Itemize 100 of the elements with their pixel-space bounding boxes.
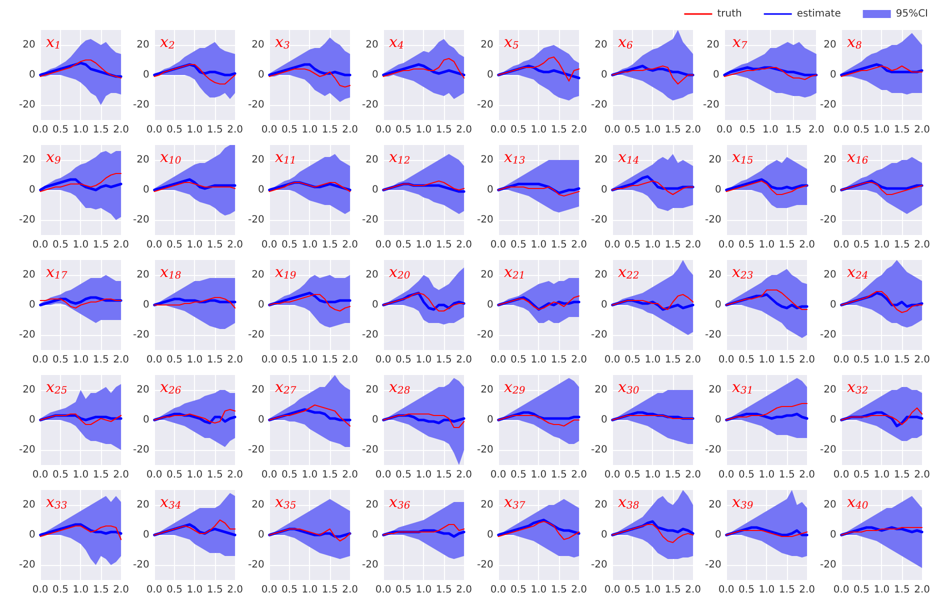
y-tick-label: 0 — [258, 414, 264, 426]
y-tick-label: -20 — [133, 330, 150, 340]
x-tick-label: 0.5 — [510, 584, 526, 596]
x-tick-label: 2.0 — [799, 240, 816, 250]
y-tick-label: 0 — [713, 70, 720, 80]
y-tick-label: -20 — [590, 330, 608, 340]
x-tick-label: 1.0 — [302, 124, 318, 136]
x-tick-label: 0.5 — [853, 470, 870, 480]
x-tick-label: 2.0 — [113, 354, 129, 366]
y-tick-label: 20 — [251, 40, 264, 50]
x-tick-label: 0.5 — [738, 470, 755, 480]
y-tick-label: -20 — [133, 100, 150, 110]
x-tick-label: 1.0 — [416, 240, 432, 250]
y-tick-label: -20 — [705, 444, 722, 456]
x-tick-label: 0.0 — [833, 124, 850, 136]
y-tick-label: 0 — [830, 414, 836, 426]
y-tick-label: 0 — [258, 184, 264, 196]
y-tick-label: -20 — [476, 330, 493, 340]
y-tick-label: 0 — [372, 70, 379, 80]
x-tick-label: 2.0 — [227, 470, 244, 480]
y-tick-label: -20 — [820, 100, 836, 110]
x-tick-label: 1.5 — [92, 124, 109, 136]
x-tick-label: 0.0 — [490, 124, 506, 136]
x-tick-label: 1.5 — [322, 240, 338, 250]
y-tick-label: -20 — [18, 100, 36, 110]
x-tick-label: 2.0 — [914, 124, 930, 136]
x-tick-label: 1.5 — [322, 354, 338, 366]
x-tick-label: 1.0 — [644, 470, 661, 480]
y-tick-label: 20 — [366, 40, 379, 50]
x-tick-label: 0.0 — [604, 240, 620, 250]
x-tick-label: 1.5 — [92, 354, 109, 366]
x-tick-label: 1.5 — [436, 354, 452, 366]
x-tick-label: 1.0 — [874, 240, 890, 250]
x-tick-label: 0.5 — [738, 240, 755, 250]
x-tick-label: 0.0 — [32, 240, 48, 250]
x-tick-label: 0.5 — [166, 240, 183, 250]
x-tick-label: 0.5 — [624, 470, 640, 480]
x-tick-label: 1.5 — [550, 470, 566, 480]
y-tick-label: 0 — [28, 184, 36, 196]
legend-label: truth — [717, 8, 742, 20]
x-tick-label: 0.0 — [604, 124, 620, 136]
y-tick-label: 20 — [708, 500, 722, 510]
y-tick-label: 20 — [366, 500, 379, 510]
y-tick-label: 20 — [708, 154, 722, 166]
x-tick-label: 1.5 — [92, 240, 109, 250]
x-tick-label: 1.5 — [664, 240, 681, 250]
y-tick-label: -20 — [362, 560, 379, 570]
y-tick-label: 20 — [480, 500, 493, 510]
x-tick-label: 2.0 — [456, 470, 472, 480]
x-tick-label: 0.5 — [396, 354, 412, 366]
y-tick-label: -20 — [820, 330, 836, 340]
x-tick-label: 1.5 — [664, 124, 681, 136]
x-tick-label: 0.0 — [376, 470, 392, 480]
y-tick-label: 0 — [28, 70, 36, 80]
x-tick-label: 0.0 — [376, 240, 392, 250]
x-tick-label: 1.0 — [72, 354, 89, 366]
x-tick-label: 1.0 — [530, 354, 546, 366]
x-tick-label: 2.0 — [808, 124, 824, 136]
y-tick-label: 20 — [251, 500, 264, 510]
y-tick-label: 20 — [708, 270, 722, 280]
x-tick-label: 0.0 — [376, 354, 392, 366]
x-tick-label: 0.0 — [146, 354, 163, 366]
y-tick-label: 0 — [28, 530, 36, 540]
y-tick-label: 0 — [486, 414, 493, 426]
y-tick-label: -20 — [18, 330, 36, 340]
y-tick-label: 20 — [708, 384, 722, 396]
x-tick-label: 1.0 — [644, 584, 661, 596]
x-tick-label: 0.0 — [32, 470, 48, 480]
x-tick-label: 0.0 — [32, 584, 48, 596]
x-tick-label: 1.5 — [207, 354, 224, 366]
x-tick-label: 2.0 — [685, 240, 701, 250]
y-tick-label: 0 — [486, 300, 493, 310]
x-tick-label: 0.5 — [624, 240, 640, 250]
x-tick-label: 1.0 — [416, 124, 432, 136]
x-tick-label: 1.5 — [207, 470, 224, 480]
x-tick-label: 0.5 — [52, 470, 68, 480]
y-tick-label: 0 — [143, 184, 150, 196]
x-tick-label: 0.0 — [490, 240, 506, 250]
y-tick-label: 0 — [486, 70, 493, 80]
x-tick-label: 1.0 — [72, 240, 89, 250]
y-tick-label: 20 — [22, 270, 36, 280]
x-tick-label: 1.0 — [416, 584, 432, 596]
y-tick-label: -20 — [820, 560, 836, 570]
x-tick-label: 0.0 — [833, 354, 850, 366]
x-tick-label: 0.5 — [853, 124, 870, 136]
y-tick-label: 0 — [600, 70, 608, 80]
x-tick-label: 1.0 — [874, 470, 890, 480]
y-tick-label: 20 — [251, 154, 264, 166]
x-tick-label: 2.0 — [685, 124, 701, 136]
x-tick-label: 1.5 — [322, 124, 338, 136]
x-tick-label: 2.0 — [342, 584, 358, 596]
x-tick-label: 0.5 — [166, 354, 183, 366]
x-tick-label: 0.0 — [146, 124, 163, 136]
x-tick-label: 2.0 — [685, 354, 701, 366]
x-tick-label: 0.5 — [853, 354, 870, 366]
y-tick-label: 20 — [594, 270, 608, 280]
x-tick-label: 1.5 — [894, 470, 910, 480]
x-tick-label: 0.0 — [718, 470, 735, 480]
x-tick-label: 2.0 — [113, 240, 129, 250]
x-tick-label: 0.0 — [261, 354, 278, 366]
